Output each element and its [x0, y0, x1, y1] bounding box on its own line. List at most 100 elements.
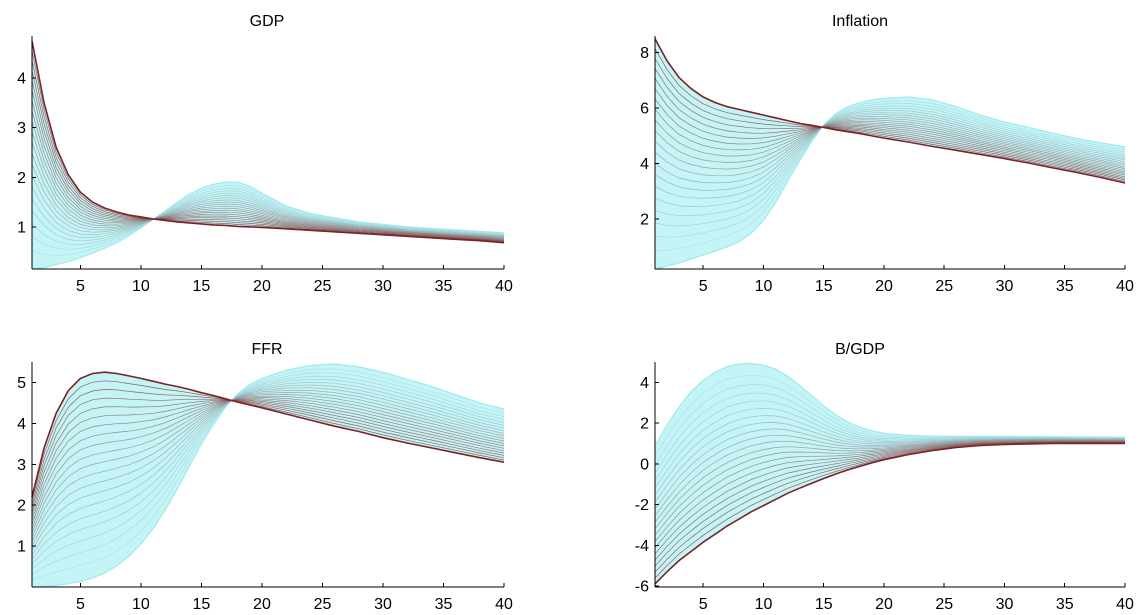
bgdp-x-tick-label: 30: [996, 596, 1014, 613]
inflation-x-tick-label: 10: [755, 278, 773, 295]
gdp-fan-line: [31, 164, 505, 238]
ffr-fan-line: [31, 398, 505, 525]
gdp-x-tick-label: 40: [495, 278, 513, 295]
gdp-fan-line: [31, 100, 505, 241]
inflation-title: Inflation: [832, 13, 888, 30]
bgdp-fan-line: [654, 442, 1126, 567]
gdp-y-tick-label: 2: [17, 170, 26, 187]
ffr-title: FFR: [251, 341, 282, 358]
inflation-y-tick-label: 2: [640, 212, 649, 229]
ffr-y-tick-label: 1: [17, 539, 26, 556]
ffr-fan: [31, 363, 505, 588]
ffr-fan-envelope: [32, 364, 504, 587]
inflation-fan-line: [654, 117, 1126, 177]
inflation-fan-line: [654, 98, 1126, 174]
inflation-series-upper: [654, 96, 1126, 270]
bgdp-fan-line: [654, 441, 1125, 555]
bgdp-series-lower: [654, 442, 1125, 585]
ffr-fan-line: [31, 394, 505, 538]
ffr-fan-line: [31, 399, 505, 513]
inflation-fan-line: [654, 68, 1126, 179]
ffr-fan-line: [31, 399, 505, 521]
inflation-fan-line: [654, 119, 1126, 171]
gdp-fan-line: [31, 80, 505, 242]
gdp-x-tick-label: 15: [193, 278, 211, 295]
bgdp-x-tick-label: 20: [875, 596, 893, 613]
gdp-x-tick-label: 5: [76, 278, 85, 295]
inflation-x-tick-label: 35: [1056, 278, 1074, 295]
bgdp-panel: B/GDP 5 10 15 20 25 30 35 40 -6 -4 -2 0 2 4: [635, 341, 1134, 613]
ffr-fan-line: [31, 392, 505, 542]
gdp-fan-line: [31, 195, 505, 238]
bgdp-x-tick-label: 40: [1116, 596, 1134, 613]
ffr-fan-line: [31, 372, 505, 575]
gdp-x-tick-label: 10: [132, 278, 150, 295]
bgdp-fan-line: [654, 384, 1126, 466]
gdp-fan-line: [31, 175, 505, 238]
bgdp-y-tick-label: -6: [635, 578, 649, 595]
bgdp-title: B/GDP: [835, 341, 885, 358]
bgdp-x-tick-label: 15: [815, 596, 833, 613]
bgdp-y-tick-label: 2: [640, 416, 649, 433]
ffr-fan-line: [31, 368, 505, 581]
bgdp-fan-line: [654, 440, 1126, 523]
bgdp-fan-line: [654, 422, 1126, 503]
ffr-series-upper: [31, 363, 505, 588]
inflation-fan-envelope: [655, 38, 1125, 269]
ffr-x-tick-label: 30: [374, 596, 392, 613]
gdp-series-upper: [31, 181, 505, 270]
inflation-y-tick-label: 8: [640, 45, 649, 62]
gdp-fan-line: [31, 121, 505, 240]
inflation-x-tick-label: 25: [935, 278, 953, 295]
inflation-x-tick-label: 30: [996, 278, 1014, 295]
ffr-y-tick-label: 4: [17, 416, 26, 433]
ffr-fan-line: [31, 387, 505, 551]
bgdp-fan-line: [654, 374, 1126, 457]
bgdp-fan-line: [654, 407, 1126, 489]
inflation-y-tick-label: 4: [640, 156, 649, 173]
gdp-fan-line: [31, 190, 505, 245]
gdp-panel: GDP 5 10 15 20 25 30 35 40 1 2 3 4: [17, 13, 513, 295]
bgdp-axes: 5 10 15 20 25 30 35 40 -6 -4 -2 0 2 4: [635, 362, 1134, 613]
ffr-y-tick-label: 2: [17, 498, 26, 515]
inflation-fan-line: [654, 120, 1126, 169]
bgdp-fan-line: [654, 440, 1126, 536]
bgdp-fan-line: [654, 440, 1126, 530]
inflation-fan-line: [654, 110, 1126, 207]
bgdp-x-tick-label: 10: [755, 596, 773, 613]
gdp-fan: [31, 40, 505, 270]
inflation-axes: 5 10 15 20 25 30 35 40 2 4 6 8: [640, 36, 1134, 295]
ffr-fan-line: [31, 380, 505, 501]
ffr-fan-line: [31, 378, 505, 565]
gdp-x-tick-label: 25: [314, 278, 332, 295]
bgdp-fan-envelope: [655, 363, 1125, 584]
gdp-axes: 5 10 15 20 25 30 35 40 1 2 3 4: [17, 36, 513, 295]
ffr-fan-line: [31, 384, 505, 555]
ffr-panel: FFR 5 10 15 20 25 30 35 40 1 2 3 4 5: [17, 341, 513, 613]
gdp-fan-line: [31, 153, 505, 239]
inflation-fan: [654, 38, 1126, 270]
inflation-fan-line: [654, 115, 1126, 184]
ffr-x-tick-label: 15: [193, 596, 211, 613]
ffr-x-tick-label: 20: [253, 596, 271, 613]
bgdp-fan-line: [654, 441, 1126, 548]
ffr-fan-line: [31, 397, 505, 509]
ffr-x-tick-label: 5: [76, 596, 85, 613]
ffr-fan-line: [31, 399, 505, 517]
bgdp-y-tick-label: 4: [640, 375, 649, 392]
bgdp-x-tick-label: 5: [699, 596, 708, 613]
gdp-fan-line: [31, 110, 505, 241]
inflation-fan-line: [654, 109, 1126, 173]
gdp-fan-line: [31, 60, 505, 243]
gdp-x-tick-label: 20: [253, 278, 271, 295]
inflation-x-tick-label: 20: [875, 278, 893, 295]
bgdp-y-tick-label: -2: [635, 497, 649, 514]
inflation-y-tick-label: 6: [640, 101, 649, 118]
inflation-fan-line: [654, 88, 1126, 176]
inflation-x-tick-label: 40: [1116, 278, 1134, 295]
bgdp-y-tick-label: -4: [635, 538, 649, 555]
inflation-fan-line: [654, 108, 1126, 217]
gdp-y-tick-label: 4: [17, 71, 26, 88]
gdp-title: GDP: [250, 13, 285, 30]
